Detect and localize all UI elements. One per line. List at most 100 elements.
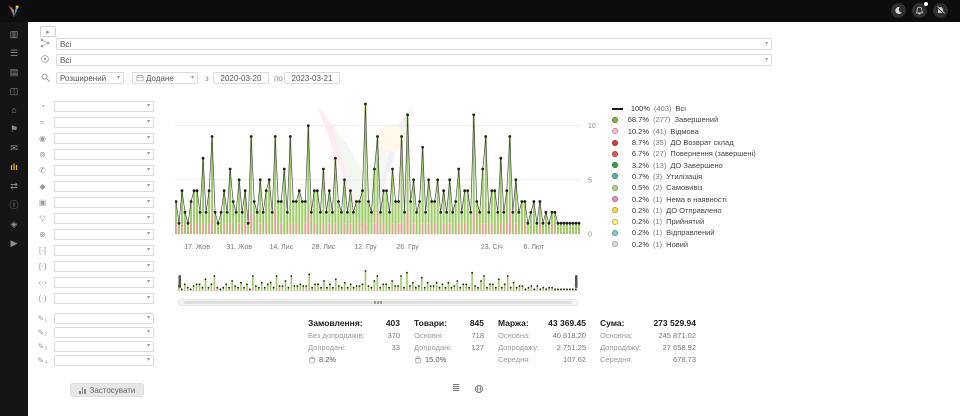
legend-count: (403)	[654, 104, 672, 113]
box-filter-select[interactable]: ▾	[54, 197, 154, 208]
navigator-svg[interactable]	[178, 268, 578, 295]
chevron-down-icon: ▾	[147, 295, 150, 301]
filter-row: ≈▾	[36, 116, 154, 128]
legend-item[interactable]: 0.2%(1)Новий	[612, 239, 782, 250]
square-brackets-filter-select[interactable]: ▾	[54, 245, 154, 256]
filter-row: ◉▾	[36, 132, 154, 144]
scrollbar-grip-icon	[377, 301, 379, 304]
funnel-icon: ▽	[36, 214, 49, 223]
legend-item[interactable]: 68.7%(277)Завершений	[612, 114, 782, 125]
legend-pct: 68.7%	[622, 115, 649, 124]
apply-button-label: Застосувати	[90, 386, 136, 395]
legend-item[interactable]: 0.2%(1)Нема в наявності	[612, 193, 782, 204]
chart-legend: 100%(403)Всі68.7%(277)Завершений10.2%(41…	[612, 103, 782, 250]
bag-icon	[308, 356, 316, 364]
notifications-muted-icon[interactable]	[933, 3, 948, 18]
chart-bars-icon	[79, 387, 86, 394]
date-to-input[interactable]: 2023-03-21	[284, 72, 340, 84]
trend-filter-select[interactable]: ▾	[54, 117, 154, 128]
angle-brackets-filter-select[interactable]: ▾	[54, 277, 154, 288]
legend-pct: 0.2%	[622, 240, 649, 249]
shield-icon: ◆	[36, 182, 49, 191]
legend-dot-swatch	[612, 196, 618, 202]
legend-pct: 100%	[623, 104, 650, 113]
legend-item[interactable]: 3.2%(13)ДО Завершено	[612, 159, 782, 170]
legend-label: Відмова	[670, 127, 698, 136]
round-brackets-filter-select[interactable]: ▾	[54, 293, 154, 304]
orders-timeline-chart[interactable]: 051017. Жов31. Жов14. Лис28. Лис12. Гру2…	[175, 96, 615, 266]
box-icon: ▣	[36, 198, 49, 207]
pie-filter-select[interactable]: ▾	[54, 101, 154, 112]
chart-navigator[interactable]	[178, 268, 578, 296]
stats-sublabel: Без допродажів:	[308, 331, 365, 340]
svg-text:17. Жов: 17. Жов	[184, 244, 210, 251]
svg-text:5: 5	[588, 177, 592, 184]
legend-pct: 0.2%	[622, 217, 649, 226]
pencil-4-filter-select[interactable]: ▾	[54, 355, 154, 366]
legend-item[interactable]: 0.2%(1)ДО Отправлено	[612, 205, 782, 216]
upsell-row: 8.2%	[308, 355, 400, 364]
brand-logo-icon[interactable]	[6, 3, 22, 19]
stats-column: Замовлення:403Без допродажів:370Допродан…	[308, 318, 400, 364]
brush-handle-left[interactable]	[179, 275, 182, 288]
legend-count: (1)	[653, 228, 662, 237]
filter-row: ▣▾	[36, 196, 154, 208]
stats-subrow: Допродажу:27 658.92	[600, 343, 696, 352]
legend-item[interactable]: 0.2%(1)Відправлений	[612, 227, 782, 238]
legend-line-swatch	[612, 108, 623, 110]
stats-title: Маржа:	[498, 318, 529, 328]
stats-subrow: Допродані:33	[308, 343, 400, 352]
globe-icon: ⊕	[36, 230, 49, 239]
legend-item[interactable]: 0.2%(1)Прийнятий	[612, 216, 782, 227]
legend-item[interactable]: 100%(403)Всі	[612, 103, 782, 114]
scrollbar-thumb[interactable]	[184, 301, 572, 304]
person-filter-select[interactable]: ▾	[54, 133, 154, 144]
chart-scrollbar[interactable]	[178, 299, 578, 306]
legend-pct: 0.2%	[622, 206, 649, 215]
shield-filter-select[interactable]: ▾	[54, 181, 154, 192]
phone-filter-select[interactable]: ▾	[54, 165, 154, 176]
legend-pct: 0.7%	[622, 172, 649, 181]
filter-row: ◆▾	[36, 180, 154, 192]
chevron-down-icon: ▾	[147, 215, 150, 221]
stats-column: Товари:845Основні:718Допродані:12715.0%	[414, 318, 484, 364]
globe-filter-select[interactable]: ▾	[54, 229, 154, 240]
chevron-down-icon: ▾	[147, 279, 150, 285]
globe-icon[interactable]	[474, 384, 484, 394]
stats-sublabel: Допродані:	[414, 343, 452, 352]
legend-label: Новий	[666, 240, 688, 249]
bell-icon[interactable]	[912, 3, 927, 18]
apply-button[interactable]: Застосувати	[70, 383, 144, 397]
pencil-2-filter-select[interactable]: ▾	[54, 327, 154, 338]
date-from-input[interactable]: 2020-03-20	[213, 72, 269, 84]
main-chart-svg[interactable]: 051017. Жов31. Жов14. Лис28. Лис12. Гру2…	[175, 96, 615, 260]
stats-subvalue: 2 751.25	[557, 343, 586, 352]
curly-brackets-filter-select[interactable]: ▾	[54, 261, 154, 272]
legend-item[interactable]: 0.7%(3)Утилізація	[612, 171, 782, 182]
legend-item[interactable]: 6.7%(27)Повернення (завершені)	[612, 148, 782, 159]
date-from-value: 2020-03-20	[221, 74, 262, 83]
theme-icon[interactable]	[891, 3, 906, 18]
funnel-filter-select[interactable]: ▾	[54, 213, 154, 224]
pencil-3-filter-select[interactable]: ▾	[54, 341, 154, 352]
group-filter-select[interactable]: ▾	[54, 149, 154, 160]
filter-row: ✎₂▾	[36, 326, 154, 338]
legend-item[interactable]: 10.2%(41)Відмова	[612, 126, 782, 137]
stats-subrow: Середня:678.73	[600, 355, 696, 364]
bag-icon	[414, 356, 422, 364]
stats-subrow: Середня:107.62	[498, 355, 586, 364]
legend-dot-swatch	[612, 185, 618, 191]
legend-item[interactable]: 0.5%(2)Самовивіз	[612, 182, 782, 193]
chevron-down-icon: ▾	[191, 75, 194, 81]
chevron-down-icon: ▾	[147, 357, 150, 363]
pencil-1-filter-select[interactable]: ▾	[54, 313, 154, 324]
list-view-icon[interactable]: ≣	[452, 384, 460, 394]
legend-item[interactable]: 8.7%(35)ДО Возврат склад	[612, 137, 782, 148]
svg-text:26. Гру: 26. Гру	[396, 244, 419, 251]
svg-text:0: 0	[588, 232, 592, 239]
brush-handle-right[interactable]	[575, 275, 578, 288]
legend-dot-swatch	[612, 173, 618, 179]
filter-row: ◔▾	[36, 100, 154, 112]
chevron-down-icon: ▾	[147, 343, 150, 349]
angle-brackets-icon: ‹·›	[36, 278, 49, 287]
